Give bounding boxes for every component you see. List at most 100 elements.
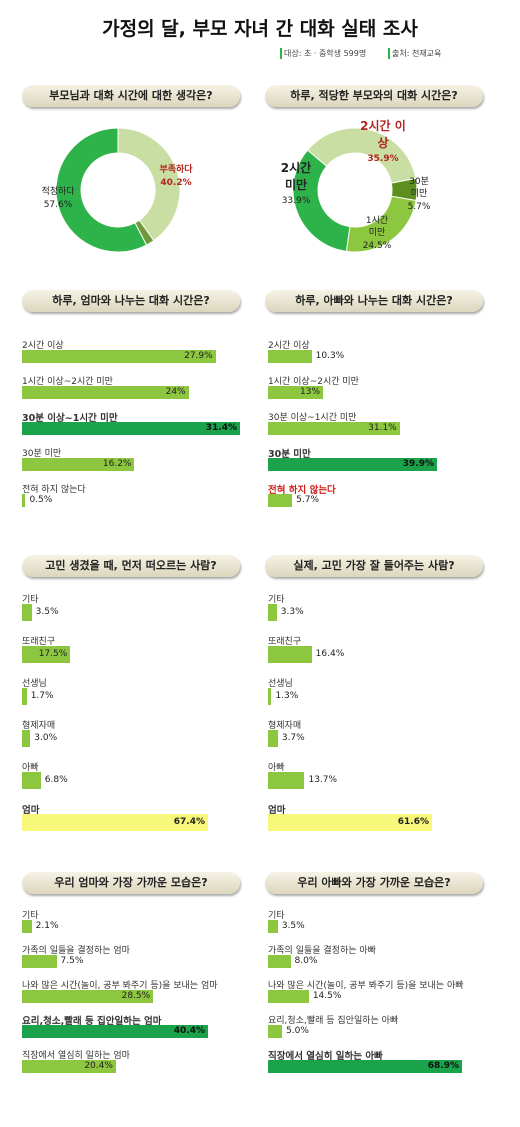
donut-label: 30분 미만	[409, 177, 429, 199]
bar	[268, 350, 312, 363]
bar-value: 16.4%	[315, 649, 345, 659]
bar-value: 61.6%	[397, 817, 429, 827]
donut-value: 40.2%	[160, 178, 192, 188]
bar-value: 39.9%	[402, 459, 434, 469]
bar-value: 17.5%	[38, 649, 68, 659]
bar	[268, 688, 272, 705]
bar-label: 직장에서 열심히 일하는 엄마	[22, 1051, 130, 1061]
bar-label: 1시간 이상~2시간 미만	[268, 377, 359, 387]
bar-value: 1.7%	[30, 691, 54, 701]
bar-label: 나와 많은 시간(놀이, 공부 봐주기 등)을 보내는 엄마	[22, 981, 218, 991]
bar-label: 기타	[268, 595, 285, 605]
donut-label: 부족하다	[159, 165, 193, 175]
donut-segment	[55, 127, 148, 253]
section-title: 우리 엄마와 가장 가까운 모습은?	[22, 872, 240, 894]
bar-value: 8.0%	[294, 956, 318, 966]
donut-segment	[117, 127, 181, 242]
bar-value: 3.7%	[281, 733, 305, 743]
bar	[268, 604, 277, 621]
bar-value: 68.9%	[427, 1061, 459, 1071]
section-title: 하루, 엄마와 나누는 대화 시간은?	[22, 290, 240, 312]
bar-value: 14.5%	[312, 991, 342, 1001]
donut-label: 1시간 미만	[365, 216, 389, 238]
bar	[22, 350, 216, 363]
bar	[22, 494, 26, 507]
bar	[22, 422, 240, 435]
bar	[22, 646, 71, 663]
bar-value: 31.4%	[205, 423, 237, 433]
bar-label: 1시간 이상~2시간 미만	[22, 377, 113, 387]
bar-value: 3.0%	[34, 733, 58, 743]
bar	[268, 422, 400, 435]
bar-value: 1.3%	[275, 691, 299, 701]
bar	[268, 1025, 283, 1038]
bar	[268, 814, 432, 831]
bar	[22, 990, 154, 1003]
section-title: 우리 아빠와 가장 가까운 모습은?	[265, 872, 483, 894]
bar	[22, 604, 32, 621]
bar-value: 3.5%	[35, 607, 59, 617]
bar-label: 직장에서 열심히 일하는 아빠	[268, 1051, 383, 1062]
bar-label: 형제자매	[22, 721, 56, 731]
bar	[268, 955, 291, 968]
bar	[22, 1060, 116, 1073]
bar-label: 30분 미만	[268, 449, 311, 460]
bar-label: 기타	[268, 911, 285, 921]
bar	[268, 772, 305, 789]
bar-value: 20.4%	[84, 1061, 113, 1071]
bar-label: 아빠	[268, 763, 285, 773]
bar-label: 30분 미만	[22, 449, 62, 459]
bar-value: 13%	[300, 387, 321, 397]
bar-value: 16.2%	[102, 459, 132, 469]
bar-value: 7.5%	[60, 956, 84, 966]
donut-value: 33.9%	[281, 196, 311, 206]
section-title: 하루, 아빠와 나누는 대화 시간은?	[265, 290, 483, 312]
section-title: 고민 생겼을 때, 먼저 떠오르는 사람?	[22, 555, 240, 577]
bar-label: 전혀 하지 않는다	[268, 485, 336, 496]
section-title: 실제, 고민 가장 잘 들어주는 사람?	[265, 555, 483, 577]
bar	[268, 920, 278, 933]
bar-value: 5.7%	[296, 495, 320, 505]
bar-value: 6.8%	[44, 775, 68, 785]
bar-value: 40.4%	[173, 1026, 205, 1036]
bar	[22, 1025, 208, 1038]
donut-value: 35.9%	[367, 154, 399, 164]
bar	[22, 386, 189, 399]
donut-segment	[292, 149, 351, 252]
bar-value: 3.3%	[280, 607, 304, 617]
bar-label: 요리,청소,빨래 등 집안일하는 아빠	[268, 1016, 399, 1026]
bar-value: 24%	[165, 387, 186, 397]
bar-label: 엄마	[22, 805, 40, 816]
bar	[22, 458, 135, 471]
bar-label: 전혀 하지 않는다	[22, 485, 86, 495]
bar-label: 30분 이상~1시간 미만	[268, 413, 357, 423]
bar-label: 선생님	[22, 679, 47, 689]
bar-label: 선생님	[268, 679, 293, 689]
bar-value: 10.3%	[315, 351, 345, 361]
source: 출처: 천재교육	[388, 48, 441, 59]
bar-value: 31.1%	[368, 423, 397, 433]
bar	[22, 688, 27, 705]
bar-label: 가족의 일들을 결정하는 엄마	[22, 946, 130, 956]
bar-label: 또래친구	[268, 637, 302, 647]
donut-label: 2시간 미만	[280, 161, 312, 192]
bar-label: 기타	[22, 911, 39, 921]
bar-value: 28.5%	[121, 991, 151, 1001]
section-title: 하루, 적당한 부모와의 대화 시간은?	[265, 85, 483, 107]
bar-label: 2시간 이상	[22, 341, 64, 351]
bar	[268, 990, 309, 1003]
section-title: 부모님과 대화 시간에 대한 생각은?	[22, 85, 240, 107]
bar-label: 요리,청소,빨래 등 집안일하는 엄마	[22, 1016, 162, 1027]
bar-label: 기타	[22, 595, 39, 605]
donut-value: 24.5%	[362, 241, 392, 251]
donut-value: 5.7%	[407, 202, 431, 212]
donut-segment	[306, 127, 417, 184]
page-title: 가정의 달, 부모 자녀 간 대화 실태 조사	[102, 18, 418, 40]
bar-value: 0.5%	[29, 495, 53, 505]
bar-value: 2.1%	[35, 921, 59, 931]
bar	[268, 1060, 462, 1073]
bar	[22, 814, 208, 831]
donut-label: 2시간 이상	[360, 119, 406, 150]
bar-label: 또래친구	[22, 637, 56, 647]
